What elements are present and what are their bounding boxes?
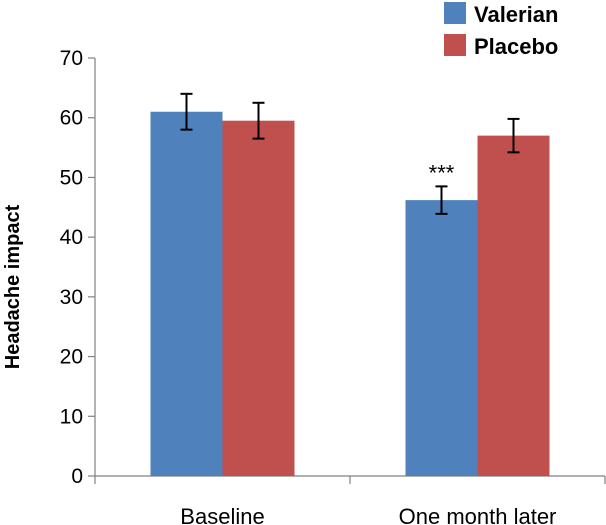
y-tick-label: 30: [60, 286, 83, 309]
y-axis-label: Headache impact: [2, 204, 24, 369]
y-tick-label: 0: [71, 465, 83, 488]
bar-placebo-2: [477, 135, 550, 476]
legend: Valerian Placebo: [444, 2, 558, 59]
legend-label-valerian: Valerian: [474, 2, 558, 27]
y-axis: 0 10 20 30 40 50 60 70: [60, 47, 96, 488]
y-tick-label: 20: [60, 346, 83, 369]
error-bars: [180, 92, 520, 215]
error-bar-valerian-1: [180, 92, 193, 131]
x-axis: Baseline One month later: [94, 475, 606, 525]
y-tick-label: 50: [60, 166, 83, 189]
y-tick-label: 40: [60, 226, 83, 249]
significance-annotation: ***: [429, 160, 455, 185]
legend-label-placebo: Placebo: [474, 34, 558, 59]
bar-valerian-1: [150, 111, 223, 476]
bar-placebo-1: [222, 120, 295, 476]
y-tick-label: 10: [60, 405, 83, 428]
y-tick-label: 70: [60, 47, 83, 70]
legend-swatch-valerian: [444, 2, 466, 24]
annotations: ***: [429, 160, 455, 185]
error-bar-placebo-1: [252, 101, 265, 140]
bars: [150, 111, 550, 476]
bar-valerian-2: [405, 200, 478, 476]
error-bar-placebo-2: [507, 117, 520, 154]
y-tick-label: 60: [60, 107, 83, 130]
legend-swatch-placebo: [444, 34, 466, 56]
x-category-label: Baseline: [180, 504, 264, 525]
x-category-label: One month later: [399, 504, 557, 525]
error-bar-valerian-2: [435, 185, 448, 215]
